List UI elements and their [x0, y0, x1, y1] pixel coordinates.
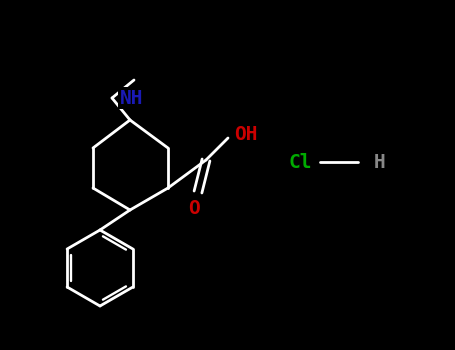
Text: H: H — [374, 153, 386, 172]
Text: NH: NH — [120, 89, 144, 107]
Text: OH: OH — [234, 125, 258, 144]
Text: O: O — [188, 198, 200, 217]
Text: Cl: Cl — [288, 153, 312, 172]
